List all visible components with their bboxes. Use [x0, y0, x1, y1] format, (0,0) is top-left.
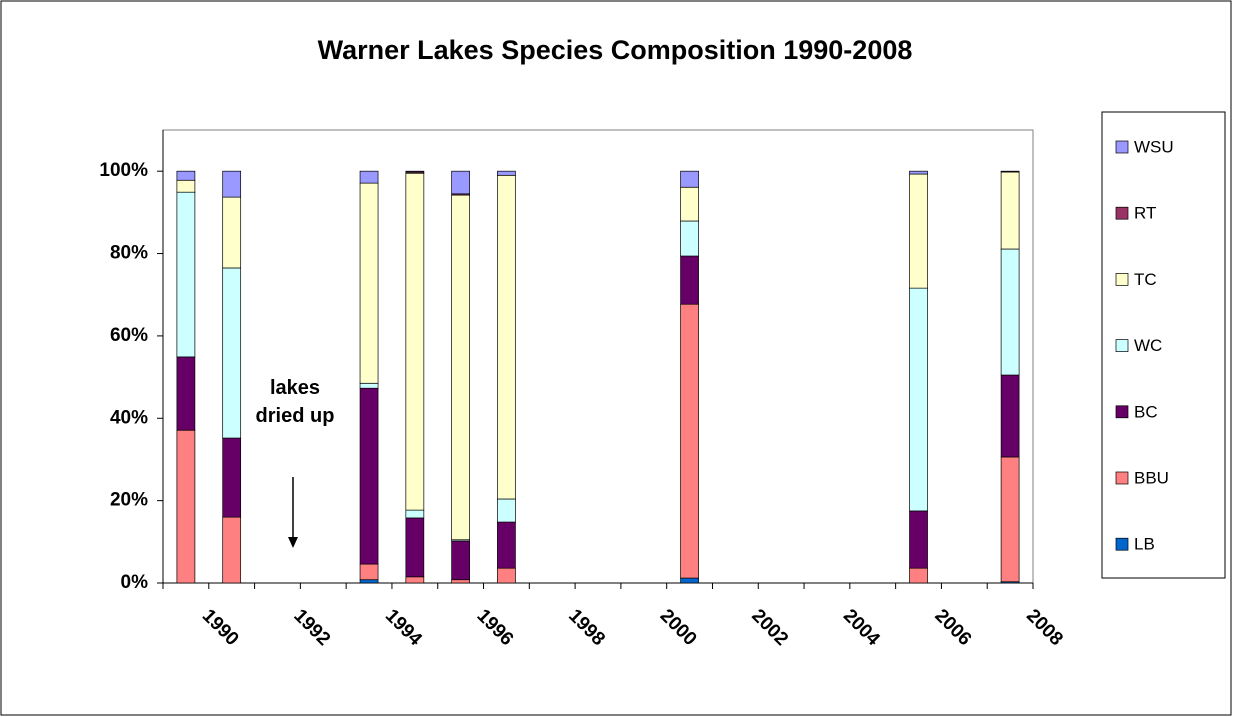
- y-tick-label: 100%: [99, 160, 148, 181]
- bar-segment: [222, 196, 242, 269]
- arrow-head: [288, 537, 298, 548]
- annotation: lakes dried up: [255, 377, 335, 427]
- bar-segment: [909, 287, 928, 512]
- bar-segment: [1000, 374, 1020, 458]
- legend-label: BC: [1134, 402, 1158, 421]
- bar-segment: [359, 182, 379, 384]
- legend-swatch: [1115, 206, 1129, 220]
- bar-segment: [222, 170, 242, 198]
- bar-segment: [1000, 171, 1020, 250]
- bar-segment: [176, 356, 196, 431]
- bar-segment: [405, 172, 425, 511]
- bar-segment: [680, 170, 699, 188]
- bar-segment: [222, 437, 242, 518]
- bar-segment: [359, 170, 379, 184]
- bar-segment: [909, 510, 928, 569]
- bar-segment: [497, 174, 516, 500]
- bar-segment: [176, 170, 196, 181]
- bar-segment: [497, 170, 516, 176]
- y-tick-label: 40%: [110, 407, 148, 428]
- y-tick-label: 0%: [121, 572, 149, 593]
- legend-label: LB: [1134, 535, 1155, 554]
- bar-segment: [680, 220, 699, 257]
- legend-swatch: [1115, 273, 1129, 286]
- bar-segment: [1000, 170, 1020, 173]
- legend-swatch: [1115, 140, 1129, 154]
- bar-segment: [680, 577, 699, 584]
- legend-swatch: [1115, 471, 1129, 485]
- bar-segment: [405, 517, 425, 578]
- bar-segment: [909, 567, 928, 584]
- legend-label: TC: [1134, 270, 1157, 289]
- legend-swatch: [1115, 405, 1129, 419]
- bar-segment: [909, 170, 928, 175]
- bar-segment: [405, 509, 425, 519]
- bar-segment: [176, 179, 196, 193]
- bar-segment: [909, 173, 928, 289]
- bar-segment: [176, 191, 196, 358]
- bar-segment: [497, 521, 516, 569]
- bar-segment: [680, 186, 699, 222]
- bar-segment: [405, 576, 425, 584]
- bar-segment: [359, 563, 379, 581]
- chart-title: Warner Lakes Species Composition 1990-20…: [318, 35, 913, 65]
- legend-label: RT: [1134, 204, 1156, 223]
- y-tick-label: 20%: [110, 490, 148, 511]
- legend-label: BBU: [1134, 468, 1169, 487]
- legend-swatch: [1115, 537, 1129, 551]
- plot-area: [162, 129, 1034, 584]
- bar-segment: [222, 516, 242, 584]
- bar-segment: [1000, 456, 1020, 583]
- bar-segment: [359, 382, 379, 389]
- y-tick-label: 80%: [110, 243, 148, 264]
- bar-segment: [451, 579, 470, 584]
- legend-label: WSU: [1134, 137, 1174, 156]
- bar-segment: [176, 429, 196, 584]
- bar-segment: [222, 267, 242, 439]
- bar-segment: [359, 387, 379, 565]
- bar-segment: [680, 255, 699, 305]
- bar-segment: [451, 170, 470, 195]
- bar-segment: [451, 194, 470, 541]
- y-tick-label: 60%: [110, 325, 148, 346]
- bar-segment: [497, 567, 516, 584]
- bar-segment: [405, 170, 425, 173]
- legend-swatch: [1115, 339, 1129, 352]
- bar-segment: [359, 579, 379, 584]
- bar-segment: [1000, 248, 1020, 376]
- bar-segment: [497, 498, 516, 523]
- bar-segment: [451, 540, 470, 581]
- legend-label: WC: [1134, 336, 1162, 355]
- bar-segment: [680, 303, 699, 579]
